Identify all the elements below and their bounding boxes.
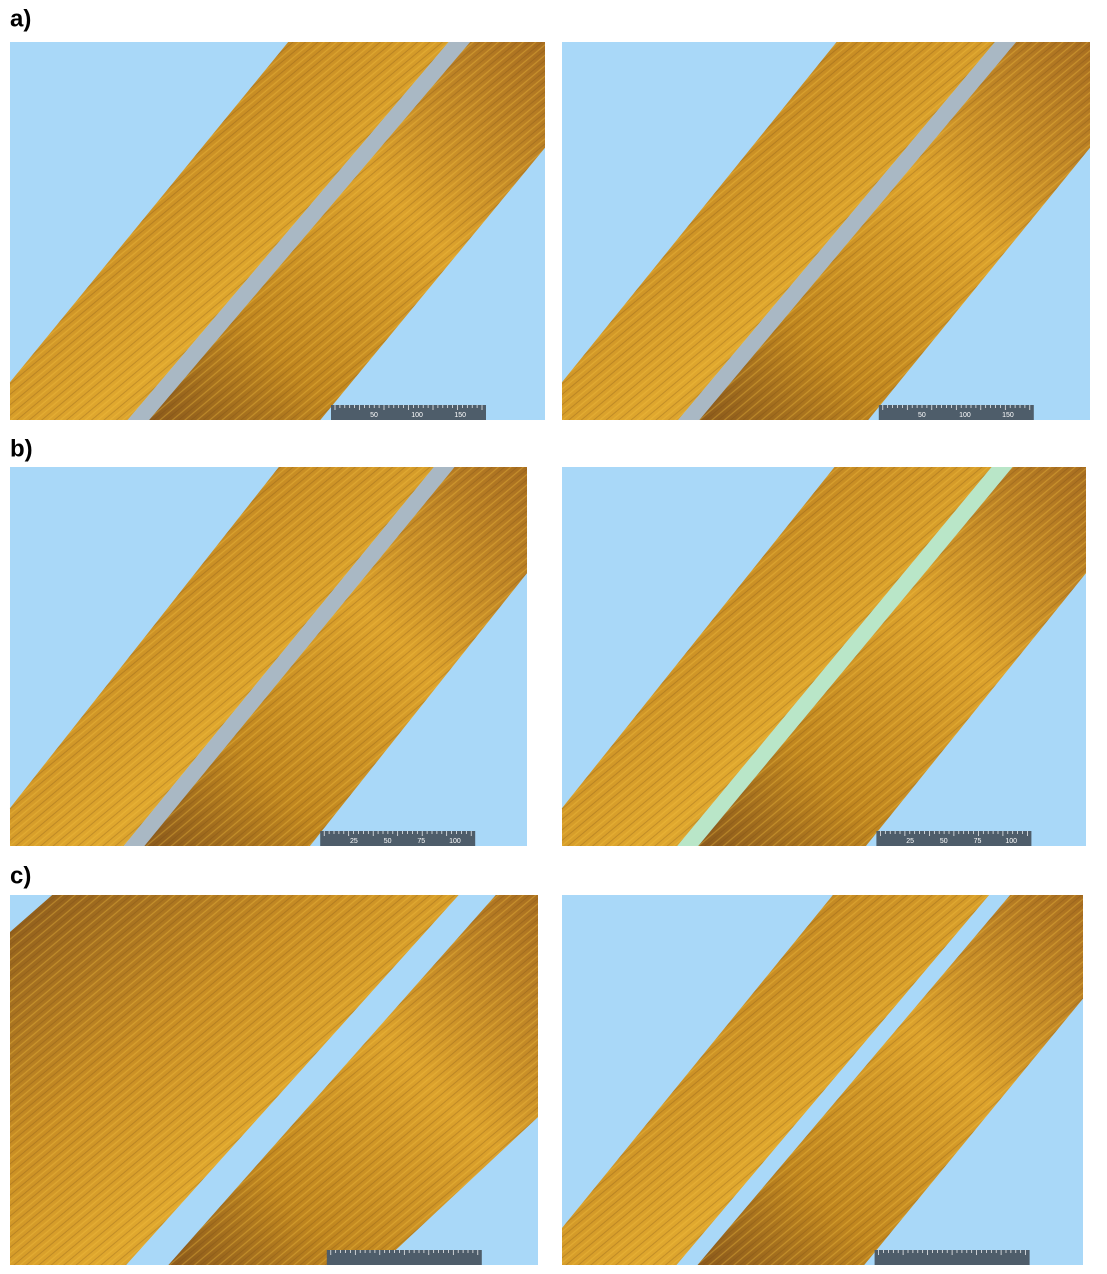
sonar-panel: 50 100 150	[10, 42, 545, 420]
figure: a) 50 100 150 50 100 150 b) 25 50 75 100 25 50 75 100 c)	[0, 0, 1107, 1269]
scale-label: 50	[370, 412, 378, 419]
scale-label: 100	[411, 412, 423, 419]
sonar-panel	[10, 895, 538, 1265]
row-label: b)	[10, 435, 33, 462]
scale-label: 50	[940, 838, 948, 845]
sonar-panel: 50 100 150	[562, 42, 1090, 420]
scale-label: 25	[906, 838, 914, 845]
scale-label: 150	[1002, 412, 1014, 419]
sonar-panel	[562, 895, 1083, 1265]
scale-label: 150	[454, 412, 466, 419]
scale-label: 100	[449, 838, 461, 845]
scale-label: 100	[959, 412, 971, 419]
scale-label: 25	[350, 838, 358, 845]
sonar-panel: 25 50 75 100	[562, 467, 1086, 846]
scale-label: 50	[384, 838, 392, 845]
sonar-panel: 25 50 75 100	[10, 467, 527, 846]
row-label: a)	[10, 5, 31, 32]
scale-label: 75	[974, 838, 982, 845]
scale-label: 75	[417, 838, 425, 845]
scale-label: 100	[1005, 838, 1017, 845]
row-label: c)	[10, 862, 31, 889]
scale-label: 50	[918, 412, 926, 419]
